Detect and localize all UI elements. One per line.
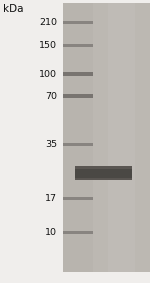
Text: 100: 100 bbox=[39, 70, 57, 79]
Bar bbox=[75, 166, 132, 180]
Bar bbox=[63, 143, 93, 146]
Bar bbox=[93, 3, 150, 272]
Bar bbox=[63, 3, 150, 272]
Text: 17: 17 bbox=[45, 194, 57, 203]
Bar bbox=[63, 21, 93, 24]
Text: 10: 10 bbox=[45, 228, 57, 237]
Bar bbox=[63, 72, 93, 76]
Text: 210: 210 bbox=[39, 18, 57, 27]
Bar bbox=[63, 94, 93, 98]
Text: 70: 70 bbox=[45, 92, 57, 101]
Text: 35: 35 bbox=[45, 140, 57, 149]
Bar bbox=[63, 44, 93, 47]
Bar bbox=[63, 231, 93, 234]
Text: kDa: kDa bbox=[3, 4, 24, 14]
Bar bbox=[75, 178, 132, 180]
Bar bbox=[108, 3, 135, 272]
Text: 150: 150 bbox=[39, 41, 57, 50]
Bar bbox=[75, 166, 132, 169]
Bar bbox=[63, 197, 93, 200]
